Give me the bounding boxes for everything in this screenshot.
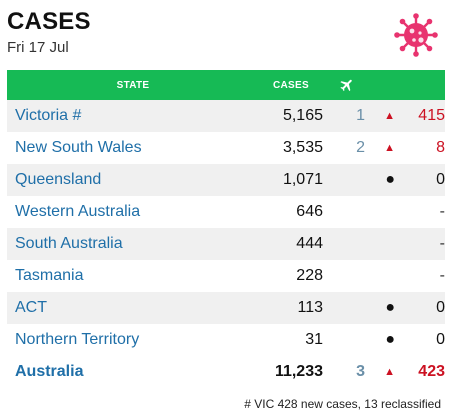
column-header-cases: CASES [273,79,309,91]
state-name: Australia [15,363,84,380]
page-date: Fri 17 Jul [7,39,69,56]
total-cases: 444 [296,235,323,252]
state-name: Northern Territory [15,331,140,348]
header: CASES Fri 17 Jul [7,8,445,64]
page-title: CASES [7,8,91,35]
status-indicator: ● [385,331,395,348]
new-cases: - [439,203,445,220]
table-row: New South Wales 3,535 2 ▲ 8 [7,132,445,164]
total-cases: 11,233 [274,363,323,380]
state-name: South Australia [15,235,123,252]
state-name: Victoria # [15,107,82,124]
new-cases: 0 [436,299,445,316]
table-row: South Australia 444 - [7,228,445,260]
state-name: New South Wales [15,139,142,156]
new-cases: 415 [418,107,445,124]
virus-icon [394,13,438,57]
table-row-total: Australia 11,233 3 ▲ 423 [7,356,445,388]
increase-indicator: ▲ [384,366,395,378]
column-header-state: STATE [116,79,150,91]
new-cases: 0 [436,171,445,188]
total-cases: 1,071 [282,171,323,188]
overseas-cases: 1 [356,107,365,124]
state-name: Western Australia [15,203,141,220]
state-name: Queensland [15,171,102,188]
status-indicator: ● [385,171,395,188]
total-cases: 113 [297,299,323,316]
table-header: STATE CASES [7,70,445,100]
increase-indicator: ▲ [384,110,395,122]
table-row: Tasmania 228 - [7,260,445,292]
new-cases: - [439,235,445,252]
total-cases: 5,165 [282,107,323,124]
new-cases: 8 [436,139,445,156]
footnote: # VIC 428 new cases, 13 reclassified [244,397,441,411]
plane-icon [323,77,371,93]
table-row: Queensland 1,071 ● 0 [7,164,445,196]
status-indicator: ● [385,299,395,316]
increase-indicator: ▲ [384,142,395,154]
overseas-cases: 2 [356,139,365,156]
total-cases: 31 [305,331,323,348]
total-cases: 646 [296,203,323,220]
table-row: Victoria # 5,165 1 ▲ 415 [7,100,445,132]
state-name: ACT [15,299,47,316]
table-row: ACT 113 ● 0 [7,292,445,324]
table-row: Western Australia 646 - [7,196,445,228]
new-cases: - [439,267,445,284]
total-cases: 228 [296,267,323,284]
state-name: Tasmania [15,267,84,284]
cases-table: STATE CASES Victoria # 5,165 1 ▲ 415 New Sout… [7,70,445,388]
new-cases: 0 [436,331,445,348]
new-cases: 423 [418,363,445,380]
total-cases: 3,535 [282,139,323,156]
table-row: Northern Territory 31 ● 0 [7,324,445,356]
overseas-cases: 3 [356,363,365,380]
